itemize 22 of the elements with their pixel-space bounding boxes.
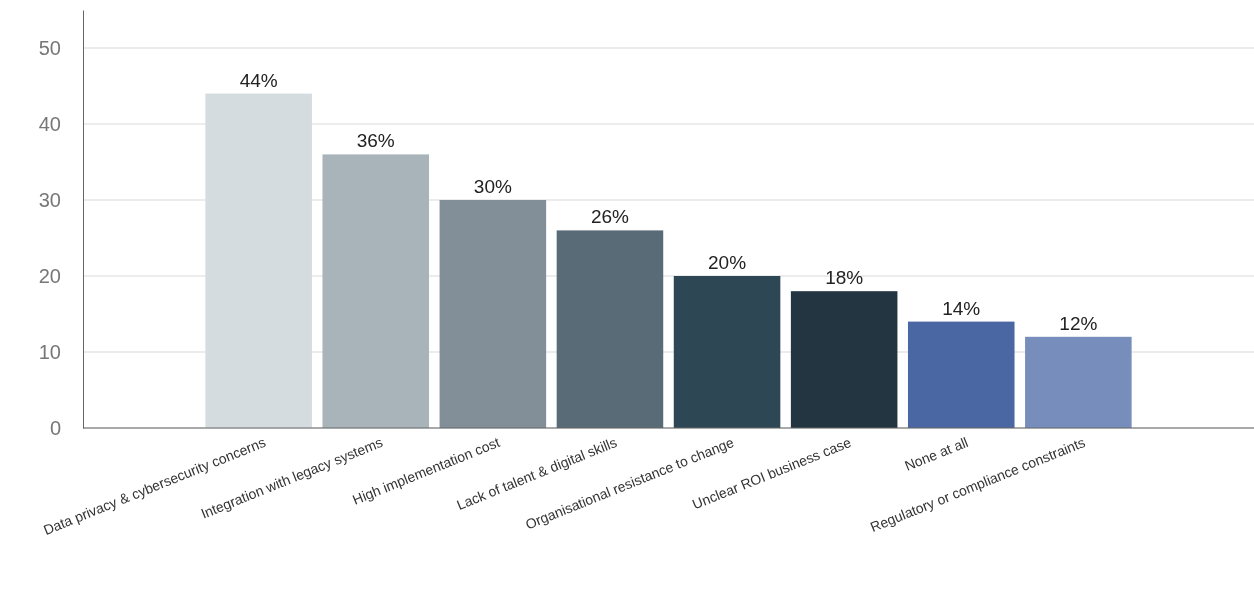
y-tick-label: 30 bbox=[38, 188, 61, 211]
bar bbox=[556, 230, 664, 428]
bar bbox=[439, 200, 547, 428]
x-tick-label: None at all bbox=[902, 433, 971, 474]
bar bbox=[1025, 336, 1132, 428]
bar bbox=[673, 276, 781, 428]
data-label: 30% bbox=[473, 176, 512, 197]
data-label: 44% bbox=[239, 69, 278, 91]
data-label: 36% bbox=[356, 130, 395, 152]
data-label: 26% bbox=[590, 206, 630, 228]
bar bbox=[322, 154, 430, 428]
bar bbox=[907, 321, 1015, 428]
data-label: 20% bbox=[708, 252, 747, 273]
y-tick-label: 20 bbox=[38, 264, 61, 287]
data-label: 14% bbox=[942, 297, 981, 319]
y-tick-label: 0 bbox=[49, 416, 61, 439]
y-tick-label: 10 bbox=[38, 340, 61, 363]
bar bbox=[790, 291, 898, 428]
y-tick-label: 40 bbox=[38, 112, 61, 135]
data-label: 12% bbox=[1059, 312, 1098, 334]
data-label: 18% bbox=[825, 267, 864, 289]
y-tick-label: 50 bbox=[38, 36, 61, 59]
